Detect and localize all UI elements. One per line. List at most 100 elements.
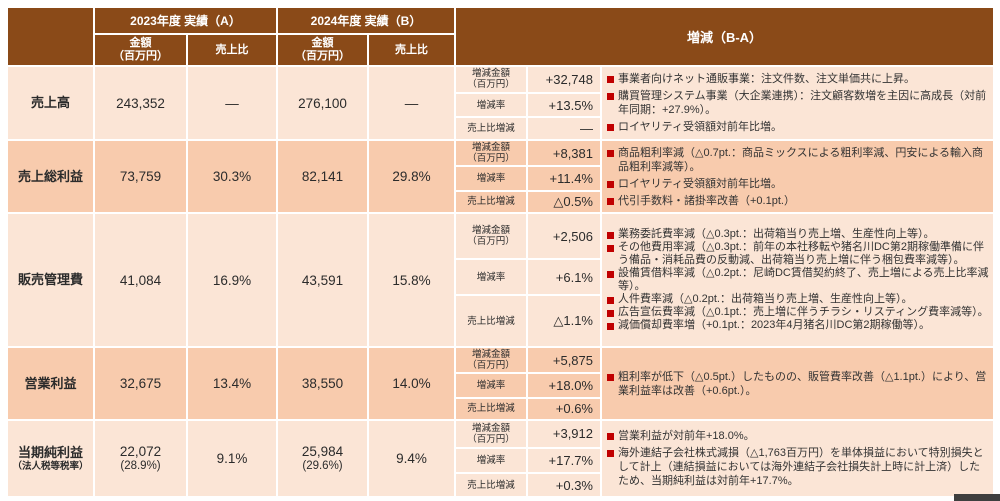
delta-amount-value: +3,912 — [528, 421, 600, 447]
table-row-sales: 売上高 243,352 — 276,100 — 増減金額 （百万円） +32,74… — [8, 67, 993, 140]
tax-rate-note: (28.9%) — [120, 460, 161, 472]
delta-block: 増減金額 （百万円） +8,381 増減率 +11.4% 売上比増減 △0.5% — [456, 141, 600, 212]
ratio-2023-cell: 13.4% — [188, 348, 276, 419]
comments-cell: 商品粗利率減（△0.7pt.：商品ミックスによる粗利率減、円安による輸入商品粗利… — [602, 141, 993, 212]
amount-2023-cell: 22,072 (28.9%) — [95, 421, 186, 496]
header-2024-amount: 金額 （百万円） — [278, 35, 367, 65]
comment-item: 減価償却費率増（+0.1pt.：2023年4月猪名川DC第2期稼働等）。 — [606, 319, 990, 332]
comment-item: 営業利益が対前年+18.0%。 — [606, 429, 990, 443]
comment-text: 海外連結子会社株式減損（△1,763百万円）を単体損益において特別損失として計上… — [618, 447, 984, 487]
row-label: 当期純利益 （法人税等税率） — [8, 421, 93, 496]
comment-item: 業務委託費率減（△0.3pt.：出荷箱当り売上増、生産性向上等）。 — [606, 228, 990, 241]
delta-ratio-label: 売上比増減 — [456, 118, 526, 140]
delta-amount-value: +8,381 — [528, 141, 600, 166]
delta-rate-label: 増減率 — [456, 260, 526, 295]
comment-item: 事業者向けネット通販事業：注文件数、注文単価共に上昇。 — [606, 72, 990, 86]
delta-amount-value: +2,506 — [528, 214, 600, 259]
table-row-operating-profit: 営業利益 32,675 13.4% 38,550 14.0% 増減金額 （百万円）… — [8, 348, 993, 419]
comment-text: 商品粗利率減（△0.7pt.：商品ミックスによる粗利率減、円安による輸入商品粗利… — [618, 146, 983, 173]
bullet-icon — [607, 149, 614, 157]
header-2024-ratio: 売上比 — [369, 35, 454, 65]
delta-block: 増減金額 （百万円） +2,506 増減率 +6.1% 売上比増減 △1.1% — [456, 214, 600, 346]
ratio-2023-cell: 16.9% — [188, 214, 276, 346]
delta-ratio-value: △1.1% — [528, 296, 600, 346]
delta-ratio-value: +0.3% — [528, 474, 600, 496]
delta-amount-label: 増減金額 （百万円） — [456, 214, 526, 259]
delta-rate-label: 増減率 — [456, 167, 526, 190]
bullet-icon — [607, 310, 614, 317]
delta-rate-value: +18.0% — [528, 374, 600, 397]
slide-corner-decoration — [954, 494, 1000, 501]
delta-ratio-value: △0.5% — [528, 191, 600, 212]
delta-amount-label: 増減金額 （百万円） — [456, 67, 526, 92]
delta-ratio-value: +0.6% — [528, 398, 600, 419]
ratio-2024-cell: 29.8% — [369, 141, 454, 212]
delta-amount-value: +32,748 — [528, 67, 600, 92]
comment-item: 粗利率が低下（△0.5pt.）したものの、販管費率改善（△1.1pt.）により、… — [606, 370, 990, 398]
delta-rate-label: 増減率 — [456, 93, 526, 117]
comment-text: 設備賃借料率減（△0.2pt.：尼崎DC賃借契約終了、売上増による売上比率減等）… — [618, 267, 989, 292]
comment-item: ロイヤリティ受領額対前年比増。 — [606, 120, 990, 134]
delta-rate-value: +17.7% — [528, 448, 600, 473]
comments-cell: 営業利益が対前年+18.0%。 海外連結子会社株式減損（△1,763百万円）を単… — [602, 421, 993, 496]
bullet-icon — [607, 124, 614, 131]
amount-2024-cell: 82,141 — [278, 141, 367, 212]
delta-block: 増減金額 （百万円） +3,912 増減率 +17.7% 売上比増減 +0.3% — [456, 421, 600, 496]
row-label: 売上総利益 — [8, 141, 93, 212]
comment-item: 購買管理システム事業（大企業連携）：注文顧客数増を主因に高成長（対前年同期：+2… — [606, 89, 990, 117]
amount-2024-cell: 38,550 — [278, 348, 367, 419]
comment-item: 海外連結子会社株式減損（△1,763百万円）を単体損益において特別損失として計上… — [606, 446, 990, 488]
table-row-sga: 販売管理費 41,084 16.9% 43,591 15.8% 増減金額 （百万円… — [8, 214, 993, 346]
amount-2023-cell: 32,675 — [95, 348, 186, 419]
ratio-2023-cell: — — [188, 67, 276, 139]
comment-text: 代引手数料・諸掛率改善（+0.1pt.） — [618, 194, 795, 207]
row-label: 販売管理費 — [8, 214, 93, 346]
delta-amount-label: 増減金額 （百万円） — [456, 421, 526, 447]
comment-item: 設備賃借料率減（△0.2pt.：尼崎DC賃借契約終了、売上増による売上比率減等）… — [606, 267, 990, 293]
delta-amount-label: 増減金額 （百万円） — [456, 348, 526, 373]
amount-2023-cell: 73,759 — [95, 141, 186, 212]
header-2023-ratio: 売上比 — [188, 35, 276, 65]
tax-rate-note: (29.6%) — [302, 460, 343, 472]
bullet-icon — [607, 245, 614, 252]
header-2023-title: 2023年度 実績（A） — [95, 8, 276, 33]
delta-rate-label: 増減率 — [456, 374, 526, 397]
amount-2024-cell: 43,591 — [278, 214, 367, 346]
delta-amount-label: 増減金額 （百万円） — [456, 141, 526, 166]
comment-text: 粗利率が低下（△0.5pt.）したものの、販管費率改善（△1.1pt.）により、… — [618, 370, 987, 397]
bullet-icon — [607, 297, 614, 304]
bullet-icon — [607, 93, 614, 100]
table-row-gross-profit: 売上総利益 73,759 30.3% 82,141 29.8% 増減金額 （百万円… — [8, 141, 993, 212]
bullet-icon — [607, 373, 614, 381]
header-section-2024: 2024年度 実績（B） 金額 （百万円） 売上比 — [278, 8, 454, 65]
bullet-icon — [607, 433, 614, 440]
comment-item: 人件費率減（△0.2pt.：出荷箱当り売上増、生産性向上等）。 — [606, 293, 990, 306]
comment-text: ロイヤリティ受領額対前年比増。 — [618, 177, 783, 190]
ratio-2024-cell: 14.0% — [369, 348, 454, 419]
row-label: 売上高 — [8, 67, 93, 139]
row-label: 営業利益 — [8, 348, 93, 419]
bullet-icon — [607, 180, 614, 188]
comment-text: 購買管理システム事業（大企業連携）：注文顧客数増を主因に高成長（対前年同期：+2… — [618, 90, 987, 116]
delta-rate-value: +6.1% — [528, 260, 600, 295]
header-2024-title: 2024年度 実績（B） — [278, 8, 454, 33]
bullet-icon — [607, 323, 614, 330]
amount-2024-cell: 276,100 — [278, 67, 367, 139]
delta-ratio-label: 売上比増減 — [456, 296, 526, 346]
bullet-icon — [607, 232, 614, 239]
delta-block: 増減金額 （百万円） +5,875 増減率 +18.0% 売上比増減 +0.6% — [456, 348, 600, 419]
ratio-2023-cell: 9.1% — [188, 421, 276, 496]
comment-text: 人件費率減（△0.2pt.：出荷箱当り売上増、生産性向上等）。 — [618, 293, 913, 305]
amount-2023-cell: 243,352 — [95, 67, 186, 139]
amount-2024-cell: 25,984 (29.6%) — [278, 421, 367, 496]
amount-2023-cell: 41,084 — [95, 214, 186, 346]
comments-cell: 粗利率が低下（△0.5pt.）したものの、販管費率改善（△1.1pt.）により、… — [602, 348, 993, 419]
bullet-icon — [607, 450, 614, 457]
comment-text: 事業者向けネット通販事業：注文件数、注文単価共に上昇。 — [618, 73, 915, 85]
table-row-net-income: 当期純利益 （法人税等税率） 22,072 (28.9%) 9.1% 25,98… — [8, 421, 993, 496]
comment-text: 広告宣伝費率減（△0.1pt.：売上増に伴うチラシ・リスティング費率減等）。 — [618, 306, 989, 318]
delta-rate-value: +11.4% — [528, 167, 600, 190]
ratio-2024-cell: — — [369, 67, 454, 139]
bullet-icon — [607, 197, 614, 205]
bullet-icon — [607, 76, 614, 83]
